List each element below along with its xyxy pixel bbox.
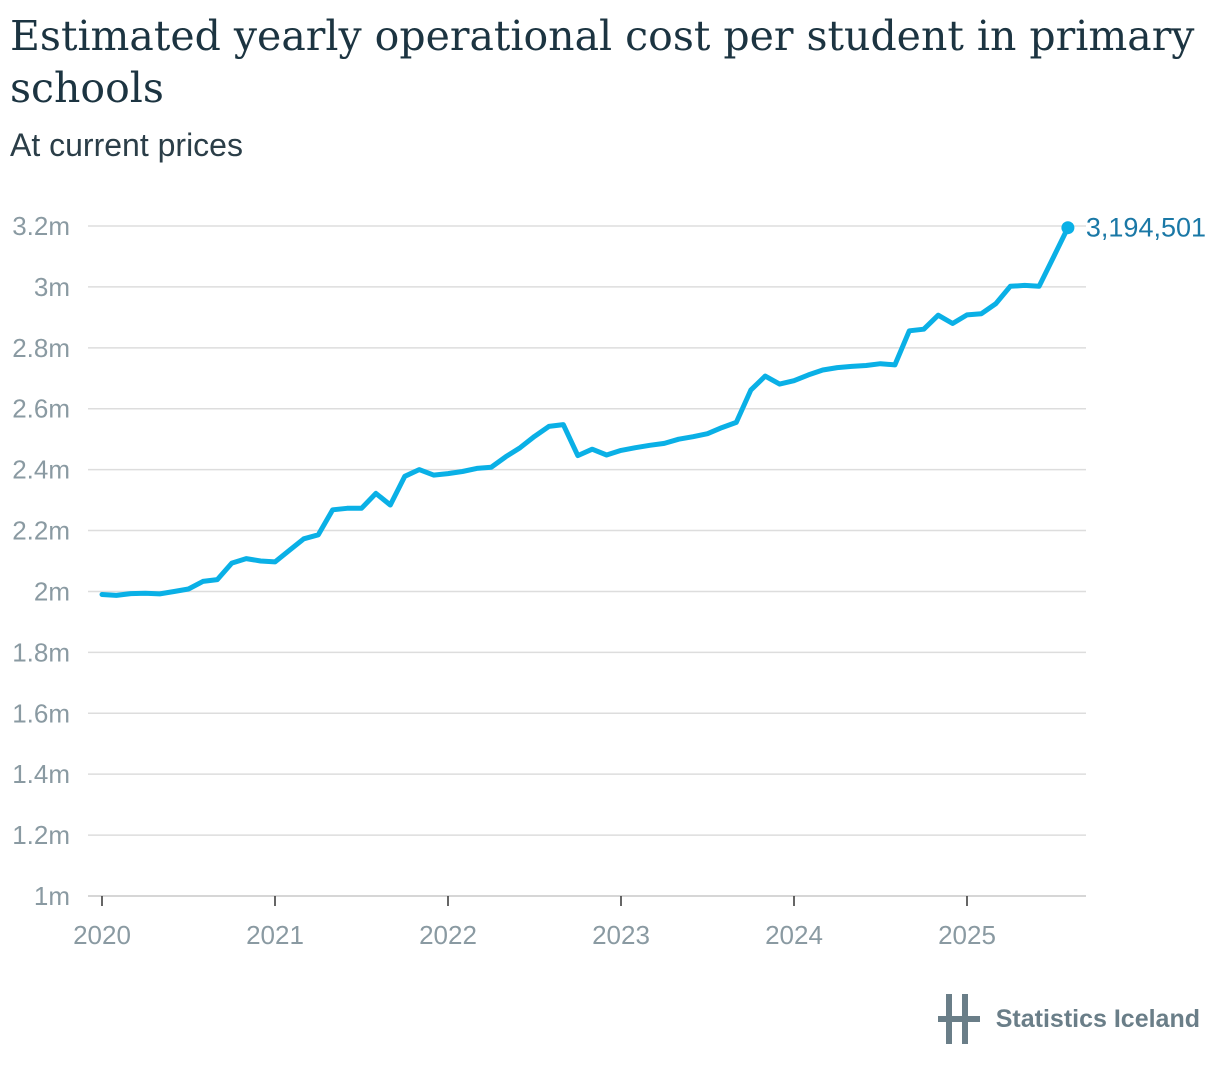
y-tick-label: 1.2m (12, 820, 70, 850)
series-line (99, 225, 1071, 598)
data-point (546, 424, 551, 429)
data-point (907, 328, 912, 333)
data-point (114, 593, 119, 598)
data-point (100, 592, 105, 597)
data-point (748, 388, 753, 393)
end-value-label: 3,194,501 (1086, 213, 1206, 243)
x-tick-label: 2020 (73, 920, 131, 950)
logo-text: Statistics Iceland (995, 1004, 1200, 1033)
data-point (604, 453, 609, 458)
y-tick-label: 3.2m (12, 211, 70, 241)
data-point (229, 561, 234, 566)
data-point (287, 548, 292, 553)
data-point (590, 447, 595, 452)
data-point (734, 420, 739, 425)
data-point (849, 364, 854, 369)
data-point (806, 372, 811, 377)
data-point (373, 491, 378, 496)
data-point (244, 556, 249, 561)
data-point (301, 536, 306, 541)
data-point (633, 445, 638, 450)
data-point (820, 368, 825, 373)
y-axis-tick-labels: 1m 1.2m 1.4m 1.6m 1.8m 2m 2.2m 2.4m 2.6m 2.8m 3m 3.… (12, 211, 70, 911)
x-axis: 2020 2021 2022 2023 2024 2025 (73, 895, 1086, 950)
data-point (258, 559, 263, 564)
data-point (705, 431, 710, 436)
data-point (532, 434, 537, 439)
data-point (619, 448, 624, 453)
x-tick-label: 2022 (419, 920, 477, 950)
data-point (950, 321, 955, 326)
end-value-label-group: 3,194,501 (1061, 213, 1206, 243)
data-point (388, 503, 393, 508)
y-tick-label: 2m (34, 576, 70, 606)
data-point (1037, 284, 1042, 289)
data-point (359, 506, 364, 511)
data-point (936, 313, 941, 318)
y-tick-label: 2.8m (12, 333, 70, 363)
data-point (993, 301, 998, 306)
data-point (763, 374, 768, 379)
data-point (864, 363, 869, 368)
data-point (345, 506, 350, 511)
data-point (719, 425, 724, 430)
x-tick-label: 2021 (246, 920, 304, 950)
data-point (460, 469, 465, 474)
data-point (662, 441, 667, 446)
y-tick-label: 2.6m (12, 394, 70, 424)
y-tick-label: 1m (34, 881, 70, 911)
y-tick-label: 2.2m (12, 516, 70, 546)
x-tick-label: 2024 (765, 920, 823, 950)
data-point (200, 579, 205, 584)
data-point (965, 312, 970, 317)
data-point (1008, 284, 1013, 289)
data-point (215, 577, 220, 582)
data-point (402, 474, 407, 479)
data-point (157, 591, 162, 596)
data-point (647, 443, 652, 448)
data-point (431, 473, 436, 478)
y-tick-label: 3m (34, 272, 70, 302)
data-point (518, 445, 523, 450)
line-chart: 1m 1.2m 1.4m 1.6m 1.8m 2m 2.2m 2.4m 2.6m 2.8m 3m 3.… (12, 211, 1206, 950)
data-point (186, 587, 191, 592)
data-point (921, 327, 926, 332)
data-point (676, 437, 681, 442)
data-point (330, 507, 335, 512)
y-tick-label: 1.4m (12, 759, 70, 789)
series (99, 225, 1071, 598)
y-tick-label: 1.8m (12, 637, 70, 667)
data-point (316, 532, 321, 537)
chart-title: Estimated yearly operational cost per st… (10, 12, 1195, 112)
end-point-marker (1061, 221, 1075, 235)
y-tick-label: 2.4m (12, 455, 70, 485)
data-point (273, 559, 278, 564)
data-point (503, 454, 508, 459)
data-point (417, 467, 422, 472)
data-point (561, 422, 566, 427)
data-point (1051, 255, 1056, 260)
data-point (446, 471, 451, 476)
data-point (979, 311, 984, 316)
x-tick-label: 2023 (592, 920, 650, 950)
data-point (878, 361, 883, 366)
data-point (128, 591, 133, 596)
data-point (143, 591, 148, 596)
x-tick-label: 2025 (938, 920, 996, 950)
statistics-iceland-logo: Statistics Iceland (937, 994, 1200, 1044)
chart-subtitle: At current prices (10, 127, 243, 163)
data-point (691, 434, 696, 439)
data-point (792, 378, 797, 383)
data-point (777, 382, 782, 387)
data-point (172, 589, 177, 594)
data-point (575, 453, 580, 458)
data-point (474, 466, 479, 471)
data-point (835, 365, 840, 370)
y-tick-label: 1.6m (12, 698, 70, 728)
grid-lines (88, 225, 1086, 836)
statistics-iceland-logo-icon (937, 994, 980, 1044)
data-point (1022, 283, 1027, 288)
data-point (489, 465, 494, 470)
data-point (892, 362, 897, 367)
